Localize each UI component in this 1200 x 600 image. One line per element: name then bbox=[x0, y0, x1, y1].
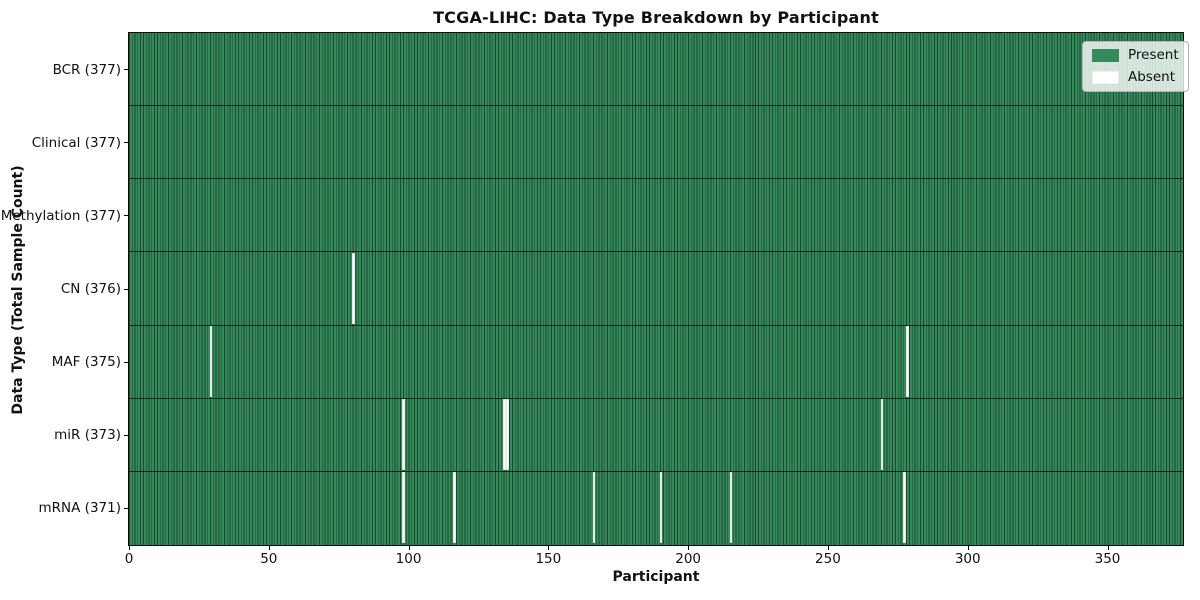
x-tick-mark bbox=[827, 545, 829, 550]
absent-marker-mRNA-98 bbox=[402, 472, 406, 544]
row-boundary bbox=[128, 251, 1183, 253]
y-tick-mark bbox=[123, 142, 128, 144]
legend-swatch-absent-icon bbox=[1092, 71, 1119, 84]
absent-marker-miR-134 bbox=[503, 399, 506, 471]
y-tick-label-Methylation: Methylation (377) bbox=[0, 207, 121, 224]
absent-marker-MAF-29 bbox=[209, 326, 213, 398]
x-tick-label: 0 bbox=[124, 551, 134, 567]
absent-marker-mRNA-166 bbox=[592, 472, 596, 544]
y-tick-label-CN: CN (376) bbox=[60, 281, 121, 297]
absent-marker-miR-98 bbox=[402, 399, 406, 471]
x-tick-mark bbox=[408, 545, 410, 550]
y-axis-label: Data Type (Total Sample Count) bbox=[10, 165, 26, 415]
absent-marker-mRNA-277 bbox=[902, 472, 906, 544]
legend-swatch-present-icon bbox=[1092, 49, 1119, 62]
absent-marker-mRNA-215 bbox=[729, 472, 733, 544]
x-tick-label: 200 bbox=[675, 551, 702, 567]
row-boundary bbox=[128, 105, 1183, 107]
y-tick-label-Clinical: Clinical (377) bbox=[31, 134, 121, 151]
x-tick-label: 150 bbox=[535, 551, 562, 567]
absent-marker-MAF-278 bbox=[905, 326, 909, 398]
x-axis-label: Participant bbox=[612, 569, 700, 585]
x-tick-label: 100 bbox=[395, 551, 422, 567]
legend: Present Absent bbox=[1082, 41, 1189, 92]
y-tick-mark bbox=[123, 361, 128, 363]
absent-marker-miR-135 bbox=[505, 399, 509, 471]
legend-label-present: Present bbox=[1128, 47, 1179, 63]
absent-marker-mRNA-190 bbox=[659, 472, 663, 544]
y-tick-mark bbox=[123, 69, 128, 71]
x-tick-label: 50 bbox=[260, 551, 278, 567]
row-boundary bbox=[128, 470, 1183, 472]
y-tick-label-mRNA: mRNA (371) bbox=[38, 500, 121, 517]
absent-marker-miR-269 bbox=[880, 399, 884, 471]
row-boundary bbox=[128, 397, 1183, 399]
x-tick-label: 300 bbox=[954, 551, 981, 567]
x-tick-mark bbox=[1107, 545, 1109, 550]
legend-label-absent: Absent bbox=[1128, 69, 1175, 85]
x-tick-mark bbox=[129, 545, 130, 550]
y-tick-label-miR: miR (373) bbox=[54, 427, 121, 444]
legend-entry-present: Present bbox=[1092, 48, 1179, 63]
legend-entry-absent: Absent bbox=[1092, 70, 1179, 85]
y-tick-label-BCR: BCR (377) bbox=[52, 61, 121, 78]
row-boundary bbox=[128, 324, 1183, 326]
absent-marker-mRNA-116 bbox=[452, 472, 456, 544]
row-boundary bbox=[128, 178, 1183, 180]
y-tick-mark bbox=[123, 507, 128, 509]
y-tick-mark bbox=[123, 288, 128, 290]
plot-area bbox=[127, 31, 1184, 546]
x-tick-label: 250 bbox=[815, 551, 841, 567]
x-tick-mark bbox=[268, 545, 270, 550]
x-tick-mark bbox=[967, 545, 969, 550]
y-tick-label-MAF: MAF (375) bbox=[51, 354, 121, 371]
chart-title: TCGA-LIHC: Data Type Breakdown by Partic… bbox=[433, 8, 879, 27]
y-tick-mark bbox=[123, 434, 128, 436]
y-tick-mark bbox=[123, 215, 128, 217]
x-tick-mark bbox=[548, 545, 550, 550]
x-tick-mark bbox=[688, 545, 690, 550]
absent-marker-CN-80 bbox=[352, 252, 355, 325]
x-tick-label: 350 bbox=[1094, 551, 1121, 567]
